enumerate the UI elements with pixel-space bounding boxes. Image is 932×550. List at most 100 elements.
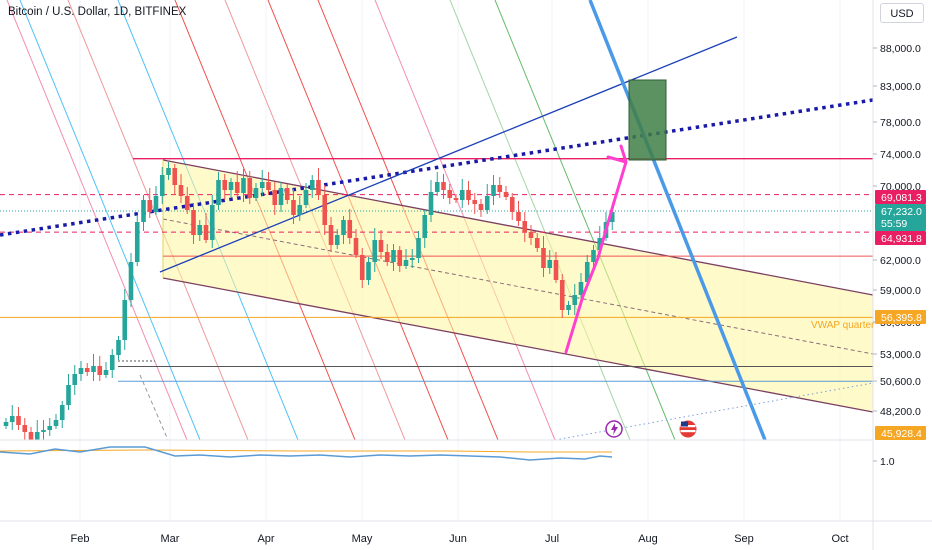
lightning-glyph bbox=[611, 423, 618, 435]
y-tick-label: 48,200.0 bbox=[880, 406, 921, 418]
price-label-bg bbox=[875, 231, 926, 245]
price-label: 69,081.3 bbox=[881, 192, 922, 204]
price-label: 67,232.0 bbox=[881, 206, 922, 218]
candle-body bbox=[259, 182, 265, 188]
candle-body bbox=[228, 182, 234, 190]
candle-body bbox=[97, 366, 103, 375]
candle-body bbox=[341, 220, 346, 235]
candle-body bbox=[334, 235, 340, 245]
candle-body bbox=[584, 262, 590, 282]
y-tick-label: 50,600.0 bbox=[880, 376, 921, 388]
candle-body bbox=[428, 192, 434, 215]
us-flag-canton bbox=[681, 421, 688, 427]
candle-body bbox=[566, 305, 571, 310]
channel-fill bbox=[163, 160, 873, 412]
currency-selector[interactable]: USD bbox=[880, 3, 924, 23]
candle-body bbox=[297, 205, 303, 215]
candle-body bbox=[528, 232, 534, 238]
candle-body bbox=[328, 225, 334, 245]
y-tick-label: 78,000.0 bbox=[880, 117, 921, 129]
candle-body bbox=[216, 180, 221, 205]
candle-body bbox=[541, 248, 546, 268]
blue-trend-line bbox=[159, 36, 738, 273]
candle-body bbox=[466, 190, 471, 200]
candle-body bbox=[172, 168, 178, 185]
candle-body bbox=[47, 426, 53, 430]
x-tick-label: Mar bbox=[161, 533, 180, 545]
indicator-line bbox=[0, 446, 613, 461]
candle-body bbox=[459, 190, 465, 200]
candle-body bbox=[416, 238, 421, 258]
candle-body bbox=[166, 168, 171, 175]
x-tick-label: Aug bbox=[638, 533, 658, 545]
candle-body bbox=[284, 188, 290, 200]
vwap-quarter-label: VWAP quarter bbox=[811, 320, 875, 331]
candle-body bbox=[222, 180, 228, 190]
candle-body bbox=[559, 280, 565, 310]
y-tick-label: 74,000.0 bbox=[880, 149, 921, 161]
y-tick-label: 88,000.0 bbox=[880, 43, 921, 55]
main-pane bbox=[0, 0, 873, 440]
y-tick-label: 1.0 bbox=[880, 456, 895, 468]
x-tick-label: May bbox=[352, 533, 373, 545]
candle-body bbox=[384, 252, 390, 262]
candle-body bbox=[316, 180, 321, 195]
price-label-bg bbox=[875, 204, 926, 231]
candle-body bbox=[372, 240, 378, 262]
candle-body bbox=[134, 222, 140, 262]
candle-body bbox=[303, 190, 309, 205]
bold-blue-line bbox=[588, 0, 767, 440]
candle-body bbox=[447, 190, 453, 198]
candle-body bbox=[409, 258, 415, 260]
price-label: 64,931.8 bbox=[881, 233, 922, 245]
x-tick-label: Sep bbox=[734, 533, 754, 545]
candle-body bbox=[109, 355, 115, 370]
candle-body bbox=[103, 370, 109, 375]
x-tick-label: Feb bbox=[71, 533, 90, 545]
candle-body bbox=[597, 238, 603, 250]
candle-body bbox=[309, 180, 315, 190]
candle-body bbox=[28, 432, 34, 440]
candle-body bbox=[178, 185, 184, 196]
candle-body bbox=[422, 215, 428, 238]
candle-body bbox=[3, 422, 9, 426]
candle-body bbox=[516, 212, 521, 221]
candle-body bbox=[397, 250, 403, 266]
candle-body bbox=[547, 260, 553, 268]
candle-body bbox=[472, 200, 478, 204]
candle-body bbox=[441, 182, 446, 190]
candle-body bbox=[184, 196, 190, 210]
candle-body bbox=[434, 182, 440, 192]
candle-body bbox=[191, 210, 196, 235]
candle-body bbox=[234, 182, 240, 193]
candle-body bbox=[478, 204, 484, 210]
bullish-arrow bbox=[564, 160, 628, 354]
candle-body bbox=[16, 416, 21, 425]
price-label: 45,928.4 bbox=[881, 428, 922, 440]
candle-body bbox=[578, 282, 584, 295]
dotted-support-line bbox=[554, 382, 873, 440]
candle-body bbox=[53, 420, 59, 426]
y-tick-label: 53,000.0 bbox=[880, 349, 921, 361]
candle-body bbox=[366, 262, 371, 280]
candle-body bbox=[153, 196, 159, 212]
candle-body bbox=[41, 430, 46, 432]
candle-body bbox=[209, 205, 215, 240]
candle-body bbox=[484, 196, 490, 210]
candle-body bbox=[203, 225, 209, 240]
candle-body bbox=[291, 200, 296, 215]
candle-body bbox=[503, 192, 509, 197]
symbol-title[interactable]: Bitcoin / U.S. Dollar, 1D, BITFINEX bbox=[8, 6, 187, 18]
candle-body bbox=[403, 260, 409, 266]
candle-body bbox=[34, 432, 40, 440]
candle-body bbox=[391, 250, 396, 262]
candle-body bbox=[241, 178, 246, 193]
grey-dashed-projection bbox=[139, 374, 169, 440]
candle-body bbox=[22, 425, 28, 432]
candle-body bbox=[453, 198, 459, 200]
candle-body bbox=[59, 405, 65, 420]
candle-body bbox=[253, 188, 259, 198]
candle-body bbox=[147, 200, 153, 212]
candle-body bbox=[522, 221, 528, 232]
